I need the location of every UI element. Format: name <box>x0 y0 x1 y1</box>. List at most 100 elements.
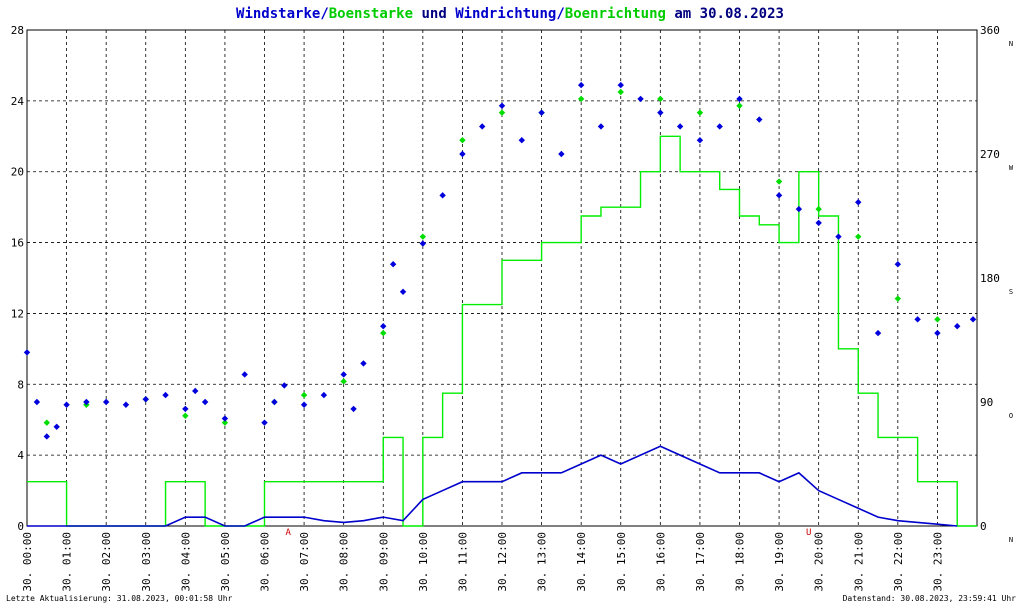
wind-direction-point <box>53 423 60 430</box>
gust-direction-point <box>855 233 862 240</box>
wind-direction-point <box>969 316 977 323</box>
wind-direction-point <box>855 199 862 206</box>
gust-direction-point <box>657 95 664 103</box>
wind-direction-point <box>419 240 427 247</box>
x-tick-label: 30. 20:00 <box>813 532 826 592</box>
x-tick-label: 30. 13:00 <box>536 532 549 592</box>
title-part: Windrichtung <box>455 6 556 22</box>
wind-direction-point <box>736 95 743 103</box>
y-tick-label-left: 20 <box>11 166 24 179</box>
x-tick-label: 30. 00:00 <box>21 532 34 592</box>
gust-line <box>27 135 977 527</box>
gust-direction-point <box>577 95 585 103</box>
wind-direction-point <box>261 419 268 426</box>
wind-direction-point <box>399 288 407 295</box>
footer-left: Letzte Aktualisierung: 31.08.2023, 00:01… <box>6 594 233 603</box>
wind-line <box>27 445 958 527</box>
x-tick-label: 30. 19:00 <box>773 532 786 592</box>
gust-direction-point <box>736 102 743 109</box>
wind-direction-point <box>201 398 209 406</box>
compass-label: S <box>1009 288 1013 296</box>
compass-label: O <box>1009 412 1013 420</box>
gust-direction-point <box>459 137 466 144</box>
gust-direction-point <box>380 329 387 337</box>
wind-direction-point <box>83 398 90 406</box>
gust-direction-point <box>221 419 229 426</box>
x-tick-label: 30. 16:00 <box>654 532 667 592</box>
title-part: Boenrichtung <box>565 6 666 22</box>
gust-direction-point <box>775 178 783 185</box>
x-tick-label: 30. 22:00 <box>892 532 905 592</box>
wind-direction-point <box>142 396 149 403</box>
wind-direction-point <box>518 137 525 144</box>
x-tick-label: 30. 03:00 <box>140 532 153 592</box>
compass-label: W <box>1009 164 1014 172</box>
gust-direction-point <box>894 295 902 302</box>
wind-direction-point <box>360 360 367 367</box>
gust-direction-point <box>934 316 941 323</box>
wind-direction-point <box>577 81 585 89</box>
title-part: Windstarke <box>236 6 320 22</box>
gust-direction-point <box>419 233 427 240</box>
x-tick-label: 30. 04:00 <box>179 532 192 592</box>
gust-direction-point <box>498 109 506 116</box>
wind-direction-point <box>874 329 882 337</box>
wind-direction-point <box>914 316 921 323</box>
direction-series <box>23 81 977 440</box>
wind-direction-point <box>676 123 684 130</box>
wind-direction-point <box>102 398 110 406</box>
x-tick-label: 30. 17:00 <box>694 532 707 592</box>
wind-direction-point <box>954 323 961 330</box>
compass-label: N <box>1009 536 1013 544</box>
compass-label: N <box>1009 40 1013 48</box>
wind-direction-point <box>192 387 199 395</box>
axes: 0 4 8 12 16 20 24 28 0 N 90 O 180 S 270 W 360 N 30. 00:00 3… <box>11 24 1014 592</box>
wind-direction-point <box>775 192 783 199</box>
wind-direction-point <box>380 323 387 330</box>
wind-direction-point <box>597 123 605 130</box>
wind-direction-point <box>756 116 763 123</box>
y-tick-label-left: 0 <box>17 520 24 533</box>
gust-direction-point <box>43 419 50 426</box>
y-tick-label-left: 16 <box>11 237 24 250</box>
x-tick-label: 30. 05:00 <box>219 532 232 592</box>
y-tick-label-left: 8 <box>17 378 24 391</box>
wind-direction-point <box>350 405 357 413</box>
wind-series <box>27 445 958 527</box>
x-tick-label: 30. 08:00 <box>338 532 351 592</box>
wind-direction-point <box>617 81 624 89</box>
x-tick-label: 30. 15:00 <box>615 532 628 592</box>
x-tick-label: 30. 23:00 <box>931 532 944 592</box>
y-tick-label-right: 0 <box>980 520 987 533</box>
gust-direction-point <box>182 412 189 419</box>
x-tick-label: 30. 21:00 <box>852 532 865 592</box>
wind-direction-point <box>815 219 822 227</box>
event-marker: U <box>806 528 811 538</box>
gust-direction-point <box>815 205 822 213</box>
y-tick-label-right: 180 <box>980 272 1000 285</box>
wind-direction-point <box>795 205 803 213</box>
y-tick-label-left: 12 <box>11 307 24 320</box>
wind-direction-point <box>63 401 70 408</box>
wind-direction-point <box>182 405 189 413</box>
gust-direction-point <box>300 391 308 399</box>
wind-direction-point <box>300 401 308 408</box>
wind-direction-point <box>271 398 278 406</box>
wind-direction-point <box>835 233 842 240</box>
wind-direction-point <box>696 137 704 144</box>
x-tick-label: 30. 02:00 <box>100 532 113 592</box>
gust-direction-point <box>617 88 624 96</box>
wind-direction-point <box>657 109 664 116</box>
gust-direction-point <box>696 109 704 116</box>
x-tick-label: 30. 11:00 <box>456 532 469 592</box>
wind-direction-point <box>439 192 446 199</box>
title-part: und <box>413 6 455 22</box>
x-tick-label: 30. 12:00 <box>496 532 509 592</box>
wind-direction-point <box>320 391 328 399</box>
title-part: / <box>320 6 328 22</box>
x-tick-label: 30. 18:00 <box>734 532 747 592</box>
x-tick-label: 30. 06:00 <box>259 532 272 592</box>
y-tick-label-right: 360 <box>980 24 1000 37</box>
